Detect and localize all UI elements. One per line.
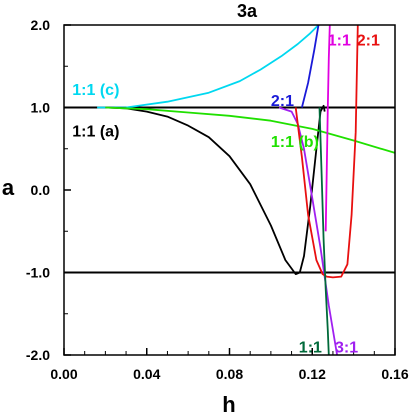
x-tick-label-3: 0.12 [299, 366, 326, 382]
ticks-layer: 0.00 0.04 0.08 0.12 0.16 2.0 1.0 0.0 -1.0 -2.0 [26, 17, 409, 382]
annotation-label-4: 1:1 [328, 33, 351, 50]
annotation-label-6: 1:1 [299, 340, 322, 357]
annotation-label-7: 3:1 [335, 340, 358, 357]
series-line-0 [97, 24, 320, 109]
plot-frame [63, 24, 396, 356]
annotation-label-2: 1:1 (b) [271, 134, 319, 151]
x-tick-label-2: 0.08 [216, 366, 243, 382]
y-tick-label-4: -2.0 [26, 347, 50, 363]
y-tick-label-2: 0.0 [31, 182, 51, 198]
y-axis-label: a [2, 175, 15, 200]
series-line-3 [301, 24, 320, 108]
x-tick-label-0: 0.00 [50, 366, 77, 382]
annotation-label-5: 2:1 [357, 33, 380, 50]
x-axis-label: h [222, 392, 235, 416]
y-tick-label-0: 2.0 [31, 17, 51, 33]
annotations-layer: 1:1 (c) 1:1 (a) 1:1 (b) 2:1 1:1 2:1 1:1 3:1 [72, 33, 380, 357]
series-line-6 [294, 24, 359, 279]
series-line-4 [278, 106, 338, 356]
annotation-label-3: 2:1 [271, 93, 294, 110]
series-line-2 [105, 106, 396, 154]
annotation-label-1: 1:1 (a) [72, 123, 119, 140]
series-line-1 [105, 104, 326, 276]
series-layer [97, 24, 396, 356]
x-tick-label-4: 0.16 [381, 366, 408, 382]
series-line-7 [318, 107, 330, 356]
y-tick-label-1: 1.0 [31, 100, 51, 116]
y-tick-label-3: -1.0 [26, 265, 50, 281]
x-tick-label-1: 0.04 [133, 366, 160, 382]
chart-title: 3a [237, 1, 258, 21]
series-line-5 [324, 24, 331, 232]
annotation-label-0: 1:1 (c) [72, 82, 119, 99]
